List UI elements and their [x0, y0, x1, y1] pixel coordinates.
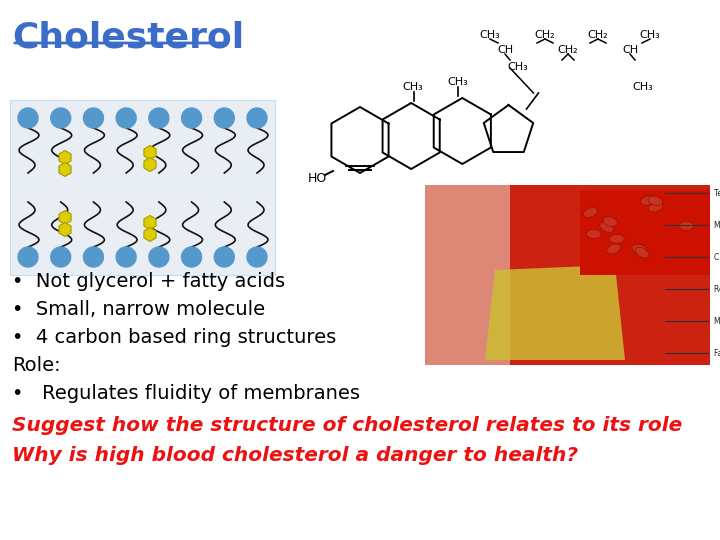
Text: CH₃: CH₃: [633, 82, 653, 92]
Text: CH₃: CH₃: [639, 30, 660, 40]
Text: Fat deposits: Fat deposits: [714, 348, 720, 357]
Text: CH₂: CH₂: [558, 45, 578, 55]
Text: CH₂: CH₂: [588, 30, 608, 40]
Text: •   Regulates fluidity of membranes: • Regulates fluidity of membranes: [12, 384, 360, 403]
Text: HO: HO: [308, 172, 328, 185]
Circle shape: [247, 247, 267, 267]
Ellipse shape: [603, 217, 618, 226]
Text: Macrophage foam cell: Macrophage foam cell: [714, 316, 720, 326]
Text: •  Small, narrow molecule: • Small, narrow molecule: [12, 300, 265, 319]
Polygon shape: [59, 211, 71, 225]
Ellipse shape: [648, 196, 662, 206]
Text: CH₂: CH₂: [535, 30, 555, 40]
Text: CH₃: CH₃: [402, 82, 423, 92]
Ellipse shape: [641, 195, 655, 205]
Text: Why is high blood cholesterol a danger to health?: Why is high blood cholesterol a danger t…: [12, 446, 578, 465]
Text: Cholesterol deposits: Cholesterol deposits: [714, 253, 720, 261]
FancyBboxPatch shape: [580, 190, 710, 275]
Polygon shape: [144, 158, 156, 172]
Polygon shape: [59, 163, 71, 177]
Circle shape: [50, 247, 71, 267]
Polygon shape: [485, 265, 625, 360]
Ellipse shape: [606, 244, 621, 254]
Text: Red blood cell: Red blood cell: [714, 285, 720, 294]
Circle shape: [84, 247, 104, 267]
Circle shape: [215, 247, 234, 267]
Ellipse shape: [648, 202, 663, 212]
Polygon shape: [144, 227, 156, 241]
Text: CH₃: CH₃: [508, 62, 528, 72]
Circle shape: [149, 108, 169, 128]
Text: •  Not glycerol + fatty acids: • Not glycerol + fatty acids: [12, 272, 285, 291]
Text: CH: CH: [622, 45, 638, 55]
Text: Suggest how the structure of cholesterol relates to its role: Suggest how the structure of cholesterol…: [12, 416, 683, 435]
Polygon shape: [59, 151, 71, 165]
Circle shape: [116, 108, 136, 128]
Text: CH₃: CH₃: [447, 77, 468, 87]
Text: CH₃: CH₃: [480, 30, 500, 40]
Circle shape: [215, 108, 234, 128]
FancyBboxPatch shape: [10, 100, 275, 275]
Ellipse shape: [600, 222, 613, 232]
Circle shape: [84, 108, 104, 128]
FancyBboxPatch shape: [425, 185, 710, 365]
Polygon shape: [59, 222, 71, 237]
Circle shape: [50, 108, 71, 128]
Polygon shape: [144, 145, 156, 159]
Text: •  4 carbon based ring structures: • 4 carbon based ring structures: [12, 328, 336, 347]
FancyBboxPatch shape: [425, 185, 510, 365]
Circle shape: [116, 247, 136, 267]
Circle shape: [181, 247, 202, 267]
Ellipse shape: [583, 208, 598, 218]
Polygon shape: [144, 215, 156, 230]
Circle shape: [18, 108, 38, 128]
Circle shape: [181, 108, 202, 128]
Text: CH: CH: [497, 45, 513, 55]
Text: Cholesterol: Cholesterol: [12, 20, 244, 54]
Text: Role:: Role:: [12, 356, 60, 375]
Text: Macrophage cell: Macrophage cell: [714, 220, 720, 230]
Ellipse shape: [631, 244, 647, 253]
Ellipse shape: [679, 221, 694, 231]
Circle shape: [149, 247, 169, 267]
Text: Tear in artery wall: Tear in artery wall: [714, 188, 720, 198]
Ellipse shape: [609, 234, 624, 244]
Circle shape: [18, 247, 38, 267]
Ellipse shape: [586, 230, 601, 239]
Circle shape: [247, 108, 267, 128]
Ellipse shape: [635, 247, 649, 258]
